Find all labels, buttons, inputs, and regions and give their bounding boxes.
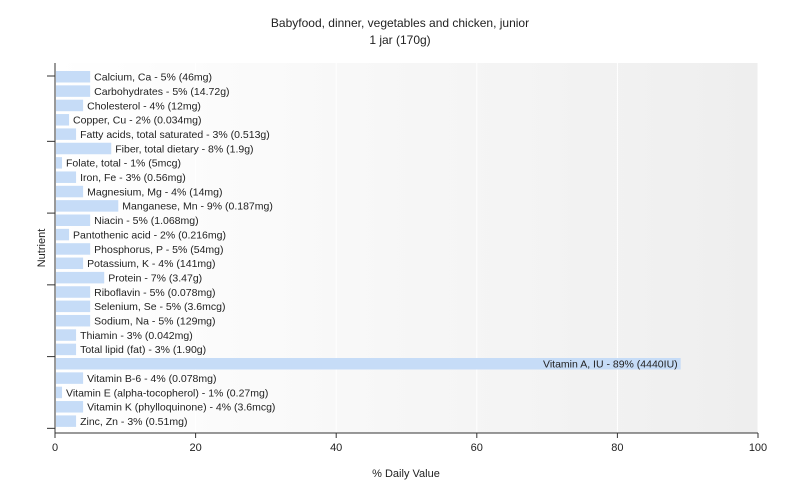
bar xyxy=(56,415,77,427)
bar xyxy=(56,329,77,341)
bar-label: Zinc, Zn - 3% (0.51mg) xyxy=(80,416,187,428)
bar xyxy=(56,343,77,356)
bar-label: Cholesterol - 4% (12mg) xyxy=(87,100,201,112)
bar xyxy=(56,99,84,112)
bar-label: Selenium, Se - 5% (3.6mcg) xyxy=(94,301,225,313)
y-axis-title: Nutrient xyxy=(36,229,48,268)
bar-label: Protein - 7% (3.47g) xyxy=(108,272,202,284)
gridlines xyxy=(195,63,759,433)
bar-label: Sodium, Na - 5% (129mg) xyxy=(94,316,215,328)
bar-label: Folate, total - 1% (5mcg) xyxy=(66,158,181,170)
bar xyxy=(56,128,77,140)
bar-label: Phosphorus, P - 5% (54mg) xyxy=(94,244,223,256)
bar-label: Manganese, Mn - 9% (0.187mg) xyxy=(122,201,273,213)
bar xyxy=(56,228,70,241)
bar xyxy=(56,286,91,298)
bar-label: Copper, Cu - 2% (0.034mg) xyxy=(73,115,201,127)
plot-background xyxy=(55,63,758,433)
chart-subtitle: 1 jar (170g) xyxy=(369,33,430,47)
bar xyxy=(56,185,84,198)
bar-label: Fiber, total dietary - 8% (1.9g) xyxy=(115,143,253,155)
bar-label: Vitamin B-6 - 4% (0.078mg) xyxy=(87,373,216,385)
bar-labels: Calcium, Ca - 5% (46mg) Carbohydrates - 5… xyxy=(66,72,678,428)
bar xyxy=(56,401,84,413)
bar-label: Magnesium, Mg - 4% (14mg) xyxy=(87,186,222,198)
bar xyxy=(56,271,105,284)
bar xyxy=(56,200,119,212)
bar-label: Vitamin A, IU - 89% (4440IU) xyxy=(543,359,678,371)
bar-label: Vitamin E (alpha-tocopherol) - 1% (0.27m… xyxy=(66,387,268,399)
bar xyxy=(56,171,77,183)
bar-label: Carbohydrates - 5% (14.72g) xyxy=(94,86,229,98)
bar xyxy=(56,214,91,226)
x-tick-label: 60 xyxy=(471,442,483,454)
bar xyxy=(56,142,112,155)
bar-label: Fatty acids, total saturated - 3% (0.513… xyxy=(80,129,270,141)
bar xyxy=(56,300,91,313)
bar xyxy=(56,257,84,270)
x-tick-label: 80 xyxy=(611,442,623,454)
x-tick-label: 0 xyxy=(52,442,58,454)
bar-label: Iron, Fe - 3% (0.56mg) xyxy=(80,172,186,184)
bar xyxy=(56,358,681,370)
bar xyxy=(56,71,91,83)
bar-label: Pantothenic acid - 2% (0.216mg) xyxy=(73,229,226,241)
bar xyxy=(56,114,70,126)
bar xyxy=(56,157,63,169)
axes xyxy=(47,63,759,438)
bar-label: Total lipid (fat) - 3% (1.90g) xyxy=(80,344,206,356)
bar xyxy=(56,85,91,97)
x-tick-label: 40 xyxy=(330,442,342,454)
bar-label: Vitamin K (phylloquinone) - 4% (3.6mcg) xyxy=(87,402,275,414)
bar xyxy=(56,386,63,399)
x-tick-labels: 0 20 40 60 80 100 xyxy=(52,442,767,454)
bar xyxy=(56,243,91,255)
chart-title: Babyfood, dinner, vegetables and chicken… xyxy=(271,16,529,30)
bar xyxy=(56,372,84,384)
bars xyxy=(56,71,681,427)
bar xyxy=(56,314,91,327)
bar-label: Potassium, K - 4% (141mg) xyxy=(87,258,215,270)
bar-label: Calcium, Ca - 5% (46mg) xyxy=(94,72,212,84)
bar-label: Niacin - 5% (1.068mg) xyxy=(94,215,198,227)
x-axis-title: % Daily Value xyxy=(372,468,440,480)
x-tick-label: 100 xyxy=(749,442,767,454)
bar-label: Riboflavin - 5% (0.078mg) xyxy=(94,287,215,299)
bar-label: Thiamin - 3% (0.042mg) xyxy=(80,330,193,342)
x-tick-label: 20 xyxy=(189,442,201,454)
